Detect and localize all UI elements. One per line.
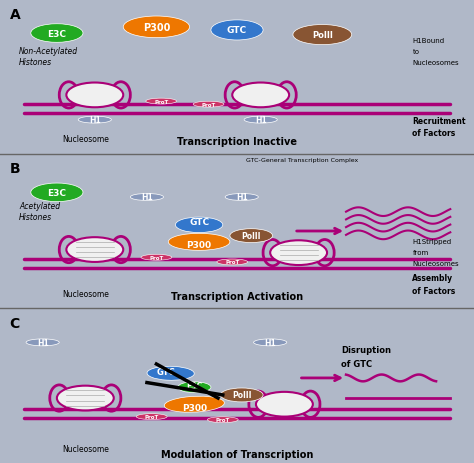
Text: H1: H1 bbox=[236, 193, 247, 202]
Text: Nucleosome: Nucleosome bbox=[62, 289, 109, 298]
Text: H1: H1 bbox=[255, 116, 266, 125]
Text: Transcription Inactive: Transcription Inactive bbox=[177, 137, 297, 147]
Text: H1: H1 bbox=[264, 338, 276, 347]
Text: H1: H1 bbox=[141, 193, 153, 202]
Text: ProT: ProT bbox=[201, 102, 216, 107]
Text: ProT: ProT bbox=[149, 255, 164, 260]
Ellipse shape bbox=[217, 259, 247, 265]
Text: of GTC: of GTC bbox=[341, 359, 373, 368]
Ellipse shape bbox=[66, 238, 123, 263]
Text: ProT: ProT bbox=[225, 260, 239, 265]
Ellipse shape bbox=[31, 184, 83, 202]
Text: Disruption: Disruption bbox=[341, 345, 391, 354]
Text: H1: H1 bbox=[89, 116, 100, 125]
Text: Histones: Histones bbox=[19, 212, 52, 221]
Text: from: from bbox=[412, 250, 428, 256]
Ellipse shape bbox=[168, 234, 230, 251]
Text: P300: P300 bbox=[182, 403, 207, 412]
Ellipse shape bbox=[31, 25, 83, 43]
Ellipse shape bbox=[256, 392, 313, 417]
Ellipse shape bbox=[137, 414, 167, 419]
Text: of Factors: of Factors bbox=[412, 286, 456, 295]
Text: Recruitment: Recruitment bbox=[412, 117, 466, 125]
Ellipse shape bbox=[254, 339, 287, 346]
Ellipse shape bbox=[130, 194, 164, 201]
Text: Nucleosome: Nucleosome bbox=[62, 444, 109, 453]
Text: Nucleosomes: Nucleosomes bbox=[412, 261, 459, 266]
Text: Modulation of Transcription: Modulation of Transcription bbox=[161, 449, 313, 459]
Text: GTC-General Transcription Complex: GTC-General Transcription Complex bbox=[246, 158, 359, 163]
Text: P300: P300 bbox=[186, 241, 212, 250]
Ellipse shape bbox=[147, 367, 194, 381]
Ellipse shape bbox=[225, 194, 258, 201]
Ellipse shape bbox=[232, 83, 289, 108]
Text: A: A bbox=[9, 8, 20, 22]
Text: P300: P300 bbox=[143, 23, 170, 33]
Ellipse shape bbox=[146, 99, 176, 105]
Ellipse shape bbox=[164, 396, 224, 413]
Ellipse shape bbox=[220, 388, 263, 402]
Ellipse shape bbox=[244, 117, 277, 124]
Text: Nucleosomes: Nucleosomes bbox=[412, 60, 459, 66]
Text: GTC: GTC bbox=[227, 26, 247, 35]
Text: Non-Acetylated: Non-Acetylated bbox=[19, 47, 78, 56]
Ellipse shape bbox=[26, 339, 59, 346]
Ellipse shape bbox=[207, 417, 238, 423]
Ellipse shape bbox=[78, 117, 111, 124]
Text: C: C bbox=[9, 316, 20, 331]
Text: to: to bbox=[412, 49, 419, 55]
Text: PolII: PolII bbox=[232, 391, 252, 400]
Text: of Factors: of Factors bbox=[412, 129, 456, 138]
Text: GTC: GTC bbox=[156, 368, 175, 376]
Ellipse shape bbox=[230, 229, 273, 243]
Ellipse shape bbox=[57, 386, 114, 411]
Text: E3C: E3C bbox=[186, 382, 202, 390]
Ellipse shape bbox=[141, 255, 172, 261]
Ellipse shape bbox=[270, 241, 327, 265]
Text: E3C: E3C bbox=[47, 188, 66, 197]
Ellipse shape bbox=[293, 25, 352, 45]
Text: H1Bound: H1Bound bbox=[412, 38, 445, 44]
Ellipse shape bbox=[193, 102, 224, 108]
Text: Acetylated: Acetylated bbox=[19, 201, 60, 210]
Ellipse shape bbox=[211, 21, 263, 41]
Text: H1: H1 bbox=[37, 338, 48, 347]
Text: PolII: PolII bbox=[241, 232, 261, 241]
Text: ProT: ProT bbox=[216, 417, 230, 422]
Text: Transcription Activation: Transcription Activation bbox=[171, 291, 303, 301]
Text: Assembly: Assembly bbox=[412, 274, 454, 283]
Text: B: B bbox=[9, 162, 20, 176]
Text: Histones: Histones bbox=[19, 58, 52, 67]
Text: Nucleosome: Nucleosome bbox=[62, 135, 109, 144]
Text: H1Stripped: H1Stripped bbox=[412, 239, 452, 245]
Ellipse shape bbox=[66, 83, 123, 108]
Ellipse shape bbox=[175, 218, 223, 233]
Ellipse shape bbox=[123, 17, 190, 38]
Ellipse shape bbox=[178, 382, 211, 393]
Text: E3C: E3C bbox=[47, 30, 66, 38]
Text: ProT: ProT bbox=[145, 414, 159, 419]
Text: PolII: PolII bbox=[312, 31, 333, 40]
Text: ProT: ProT bbox=[154, 100, 168, 104]
Text: GTC: GTC bbox=[189, 218, 209, 227]
